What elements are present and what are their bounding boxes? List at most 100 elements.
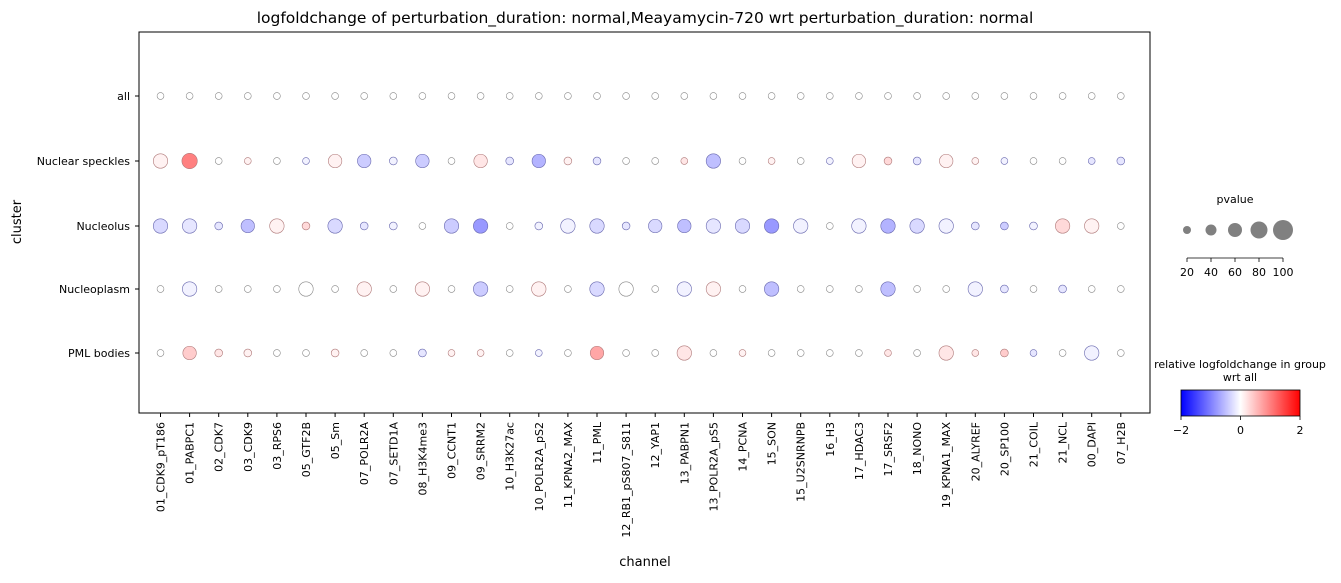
- dot-marker: [709, 92, 718, 100]
- dot-marker: [214, 285, 223, 293]
- dot-marker: [593, 92, 601, 100]
- dot-marker: [705, 281, 721, 297]
- dot-marker: [676, 345, 692, 361]
- dot-marker: [244, 92, 252, 100]
- dot-marker: [826, 349, 834, 357]
- dot-marker: [302, 157, 310, 165]
- dot-marker: [622, 92, 630, 100]
- dot-marker: [677, 218, 692, 234]
- dot-marker: [1055, 218, 1071, 234]
- dot-marker: [1029, 349, 1038, 357]
- dot-marker: [913, 285, 921, 293]
- dot-marker: [389, 92, 398, 100]
- dot-marker: [938, 218, 954, 234]
- dot-marker: [244, 157, 252, 165]
- dot-marker: [328, 153, 343, 169]
- x-tick-label: 03_CDK9: [242, 422, 255, 472]
- dot-marker: [1117, 92, 1125, 100]
- dot-marker: [1029, 221, 1038, 231]
- dot-marker: [942, 285, 950, 293]
- dot-marker: [357, 153, 372, 169]
- dot-marker: [738, 92, 747, 100]
- dot-marker: [767, 92, 776, 100]
- dot-marker: [356, 281, 372, 297]
- x-tick-label: 07_SETD1A: [387, 422, 400, 486]
- x-tick-label: 00_DAPI: [1086, 422, 1099, 467]
- dot-marker: [534, 221, 543, 231]
- dot-marker: [883, 156, 893, 166]
- dot-marker: [851, 218, 867, 234]
- dot-marker: [360, 92, 368, 100]
- dot-marker: [676, 281, 692, 297]
- dot-marker: [214, 92, 223, 100]
- dot-marker: [1087, 285, 1096, 293]
- dot-marker: [738, 349, 747, 357]
- dot-marker: [826, 222, 834, 230]
- dot-marker: [738, 285, 747, 293]
- size-legend-label: 60: [1228, 266, 1242, 279]
- colorbar: [1180, 389, 1301, 417]
- x-tick-label: 03_RPS6: [271, 422, 284, 470]
- dot-marker: [1029, 285, 1038, 293]
- size-legend-label: 40: [1204, 266, 1218, 279]
- dot-marker: [473, 281, 489, 297]
- dot-marker: [531, 281, 547, 297]
- colorbar-title-line1: relative logfoldchange in group: [1154, 358, 1326, 371]
- dot-marker: [505, 156, 514, 166]
- x-tick-label: 13_POLR2A_pS5: [707, 422, 720, 512]
- dot-marker: [298, 281, 314, 297]
- dot-marker: [476, 92, 485, 100]
- dot-marker: [971, 92, 980, 100]
- dot-marker: [971, 221, 980, 231]
- y-axis-ticks: all Nuclear speckles Nucleolus Nucleoplasm P…: [37, 90, 139, 360]
- dot-marker: [912, 156, 922, 166]
- x-tick-label: 20_ALYREF: [969, 422, 982, 481]
- dot-marker: [185, 92, 194, 100]
- plot-area: [138, 31, 1151, 414]
- dot-marker: [240, 218, 255, 234]
- dot-marker: [1116, 156, 1126, 166]
- dot-marker: [331, 285, 339, 293]
- y-tick-label: Nucleolus: [76, 220, 130, 233]
- dot-marker: [505, 222, 514, 230]
- dot-marker: [793, 218, 809, 234]
- dot-marker: [1087, 157, 1096, 165]
- dot-marker: [360, 221, 369, 231]
- size-legend-dot: [1228, 223, 1242, 237]
- dot-marker: [1117, 285, 1125, 293]
- x-tick-label: 20_SP100: [998, 422, 1011, 476]
- dot-marker: [1058, 349, 1067, 357]
- dot-marker: [855, 349, 863, 357]
- x-tick-label: 17_SRSF2: [882, 422, 895, 476]
- dot-marker: [301, 221, 311, 231]
- size-legend-dot: [1205, 224, 1217, 236]
- x-tick-label: 13_PABPN1: [678, 422, 691, 484]
- dot-marker: [389, 156, 398, 166]
- dot-marker: [942, 92, 950, 100]
- colorbar-title-line2: wrt all: [1223, 371, 1257, 384]
- dot-marker: [564, 349, 572, 357]
- dot-marker: [705, 153, 721, 169]
- dot-marker: [1058, 157, 1067, 165]
- x-tick-label: 11_KPNA2_MAX: [562, 422, 575, 509]
- dot-marker: [851, 153, 866, 169]
- dot-marker: [214, 157, 223, 165]
- size-legend-label: 20: [1180, 266, 1194, 279]
- dot-marker: [473, 153, 488, 169]
- dot-marker: [589, 281, 605, 297]
- x-tick-label: 12_YAP1: [649, 422, 662, 469]
- y-tick-label: Nuclear speckles: [37, 155, 131, 168]
- dot-marker: [243, 348, 253, 358]
- dot-marker: [796, 285, 805, 293]
- dot-marker: [1000, 348, 1009, 358]
- dot-marker: [447, 92, 456, 100]
- dot-marker: [473, 218, 489, 234]
- dot-marker: [389, 349, 398, 357]
- dot-marker: [182, 281, 198, 297]
- dot-marker: [447, 285, 456, 293]
- x-tick-label: 01_CDK9_pT186: [155, 422, 168, 512]
- dot-marker: [1029, 92, 1038, 100]
- dot-marker: [764, 218, 780, 234]
- dot-marker: [880, 218, 896, 234]
- dot-marker: [884, 349, 892, 357]
